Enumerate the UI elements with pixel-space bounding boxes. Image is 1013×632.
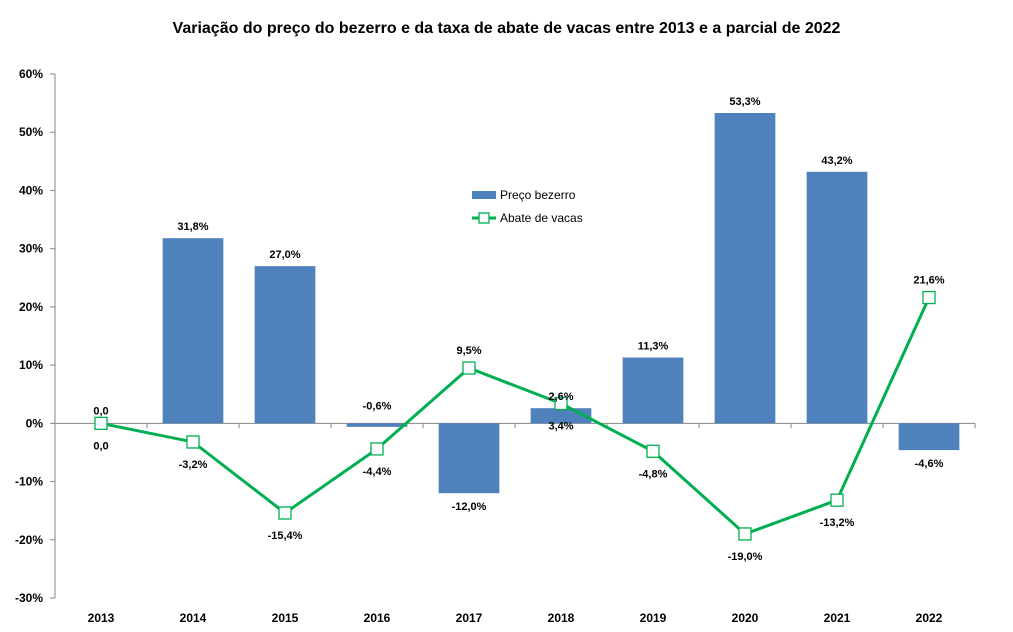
legend-swatch-bars xyxy=(472,191,496,199)
line-point xyxy=(554,396,568,411)
bar xyxy=(254,266,316,424)
x-tick-label: 2018 xyxy=(548,611,575,625)
line-data-label: -19,0% xyxy=(728,551,763,563)
y-tick-label: -10% xyxy=(15,475,43,489)
line-data-label: 21,6% xyxy=(913,275,944,287)
bar-data-label: 27,0% xyxy=(269,249,300,261)
y-tick-label: 40% xyxy=(19,183,43,197)
line-point xyxy=(94,416,108,430)
line-data-label: 0,0 xyxy=(93,440,108,452)
x-tick-label: 2020 xyxy=(732,611,759,625)
y-tick-label: 10% xyxy=(19,358,43,372)
line-data-label: 9,5% xyxy=(456,345,481,357)
line-point xyxy=(186,435,200,449)
x-tick-label: 2015 xyxy=(272,611,299,625)
bar-data-label: 0,0 xyxy=(93,405,108,417)
bar xyxy=(162,238,224,424)
y-tick-label: 30% xyxy=(19,242,43,256)
x-tick-label: 2019 xyxy=(640,611,667,625)
line-point xyxy=(646,444,660,458)
x-tick-label: 2013 xyxy=(88,611,115,625)
bar xyxy=(806,171,868,424)
chart-title: Variação do preço do bezerro e da taxa d… xyxy=(172,20,841,37)
x-tick-label: 2014 xyxy=(180,611,207,625)
line-data-label: -15,4% xyxy=(268,530,303,542)
line-point xyxy=(830,493,844,507)
bar-data-label: 43,2% xyxy=(821,155,852,167)
x-tick-label: 2021 xyxy=(824,611,851,625)
bar-data-label: -0,6% xyxy=(363,400,392,412)
line-data-label: -4,4% xyxy=(363,466,392,478)
bar xyxy=(346,423,408,427)
line-data-label: -13,2% xyxy=(820,517,855,529)
line-point xyxy=(370,442,384,456)
line-point xyxy=(738,527,752,541)
bar xyxy=(714,113,776,424)
x-tick-label: 2017 xyxy=(456,611,483,625)
line-data-label: -3,2% xyxy=(179,459,208,471)
line-point xyxy=(278,506,292,520)
bar xyxy=(622,357,684,424)
x-tick-label: 2016 xyxy=(364,611,391,625)
bar-data-label: 31,8% xyxy=(177,221,208,233)
y-tick-label: 50% xyxy=(19,125,43,139)
bar-data-label: 11,3% xyxy=(638,341,669,353)
bar-data-label: 2,6% xyxy=(548,391,573,403)
bar xyxy=(438,423,500,494)
line-point xyxy=(462,361,476,375)
legend-label-line: Abate de vacas xyxy=(500,211,583,225)
bar xyxy=(898,423,960,451)
y-tick-label: 0% xyxy=(26,416,44,430)
y-tick-label: 60% xyxy=(19,67,43,81)
series-line xyxy=(100,296,931,536)
bar-data-label: -12,0% xyxy=(452,501,487,513)
bar-data-label: 53,3% xyxy=(729,96,760,108)
x-tick-label: 2022 xyxy=(916,611,943,625)
line-data-label: 3,4% xyxy=(548,421,573,433)
y-tick-label: 20% xyxy=(19,300,43,314)
y-tick-label: -30% xyxy=(15,591,43,605)
y-tick-label: -20% xyxy=(15,533,43,547)
line-data-label: -4,8% xyxy=(639,468,668,480)
legend-label-bars: Preço bezerro xyxy=(500,188,576,202)
bar-data-label: -4,6% xyxy=(915,458,944,470)
legend-swatch-marker xyxy=(478,212,490,224)
line-point xyxy=(922,290,936,305)
